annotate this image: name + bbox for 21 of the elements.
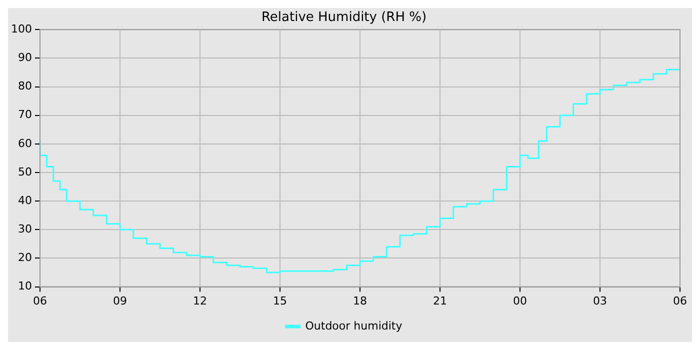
x-tick-label: 21 [433, 294, 447, 308]
chart-title: Relative Humidity (RH %) [261, 10, 427, 26]
y-tick-label: 90 [18, 51, 32, 64]
x-tick-label: 03 [593, 294, 607, 308]
x-tick-label: 12 [192, 294, 207, 308]
y-tick-label: 40 [18, 194, 32, 207]
y-tick-label: 80 [18, 80, 32, 93]
y-tick-label: 20 [18, 251, 32, 264]
x-tick-label: 09 [112, 294, 127, 308]
x-tick-label: 06 [32, 294, 47, 308]
x-tick-label: 18 [353, 294, 367, 308]
legend-label: Outdoor humidity [305, 319, 403, 332]
y-tick-label: 100 [10, 22, 32, 36]
y-tick-label: 60 [18, 136, 32, 150]
y-tick-label: 50 [18, 165, 32, 178]
x-tick-label: 00 [513, 294, 527, 308]
y-tick-label: 70 [18, 108, 32, 122]
x-tick-label: 15 [272, 294, 287, 308]
y-tick-label: 30 [18, 222, 32, 236]
y-tick-label: 10 [18, 280, 32, 293]
x-tick-label: 06 [673, 294, 687, 308]
